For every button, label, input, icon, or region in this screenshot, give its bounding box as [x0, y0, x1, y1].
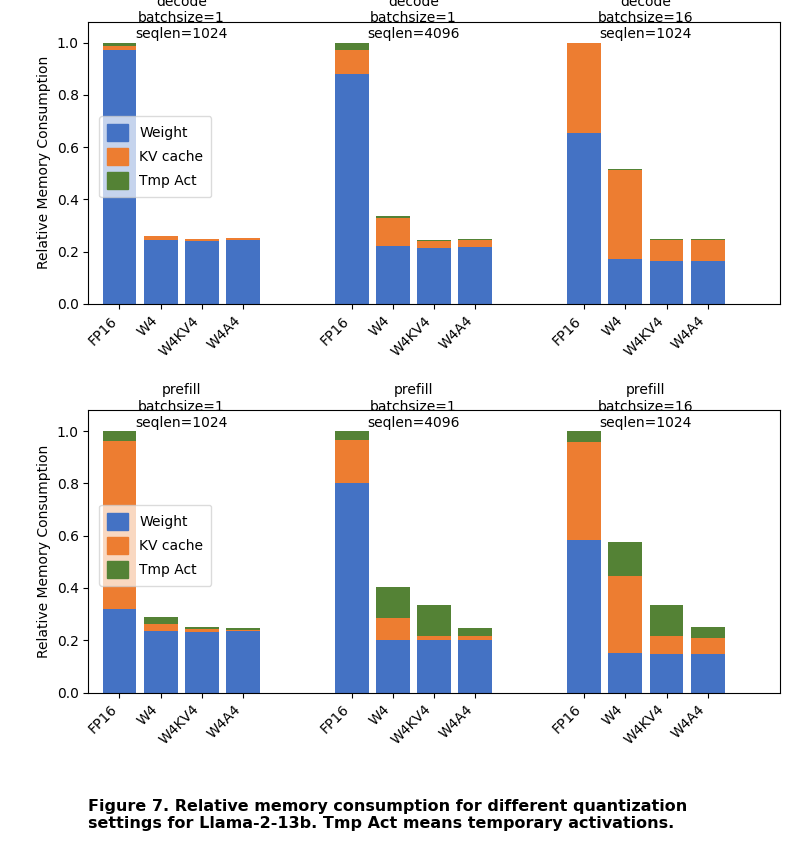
Bar	[376, 587, 410, 618]
Bar	[458, 240, 491, 247]
Bar	[103, 46, 137, 50]
Bar	[567, 431, 601, 442]
Bar	[103, 50, 137, 304]
Bar	[417, 636, 450, 640]
Bar	[417, 640, 450, 693]
Bar	[144, 617, 177, 624]
Bar	[458, 239, 491, 240]
Bar	[226, 630, 259, 631]
Bar	[226, 628, 259, 630]
Bar	[649, 636, 683, 654]
Bar	[103, 441, 137, 609]
Bar	[335, 42, 369, 50]
Text: decode
batchsize=16
seqlen=1024: decode batchsize=16 seqlen=1024	[597, 0, 693, 41]
Bar	[376, 216, 410, 218]
Bar	[103, 431, 137, 441]
Bar	[226, 631, 259, 693]
Y-axis label: Relative Memory Consumption: Relative Memory Consumption	[37, 56, 51, 270]
Text: decode
batchsize=1
seqlen=4096: decode batchsize=1 seqlen=4096	[367, 0, 459, 41]
Bar	[376, 618, 410, 640]
Text: prefill
batchsize=1
seqlen=1024: prefill batchsize=1 seqlen=1024	[135, 384, 227, 429]
Bar	[608, 653, 642, 693]
Bar	[144, 624, 177, 631]
Bar	[608, 576, 642, 653]
Bar	[417, 248, 450, 304]
Bar	[417, 240, 450, 241]
Y-axis label: Relative Memory Consumption: Relative Memory Consumption	[37, 445, 51, 658]
Bar	[690, 654, 724, 693]
Bar	[185, 239, 218, 241]
Bar	[226, 240, 259, 304]
Text: prefill
batchsize=1
seqlen=4096: prefill batchsize=1 seqlen=4096	[367, 384, 459, 429]
Bar	[690, 627, 724, 638]
Text: prefill
batchsize=16
seqlen=1024: prefill batchsize=16 seqlen=1024	[597, 384, 693, 429]
Bar	[567, 540, 601, 693]
Bar	[144, 631, 177, 693]
Bar	[226, 238, 259, 240]
Bar	[103, 42, 137, 46]
Bar	[649, 261, 683, 304]
Bar	[376, 246, 410, 304]
Bar	[185, 632, 218, 693]
Text: decode
batchsize=1
seqlen=1024: decode batchsize=1 seqlen=1024	[135, 0, 227, 41]
Bar	[567, 42, 601, 133]
Bar	[335, 483, 369, 693]
Bar	[690, 638, 724, 654]
Bar	[567, 442, 601, 540]
Bar	[335, 441, 369, 483]
Bar	[144, 236, 177, 240]
Bar	[458, 636, 491, 640]
Bar	[417, 606, 450, 636]
Bar	[185, 241, 218, 304]
Bar	[458, 640, 491, 693]
Bar	[185, 626, 218, 629]
Bar	[690, 261, 724, 304]
Bar	[458, 628, 491, 636]
Bar	[376, 640, 410, 693]
Bar	[608, 259, 642, 304]
Bar	[376, 218, 410, 246]
Text: Figure 7. Relative memory consumption for different quantization
settings for Ll: Figure 7. Relative memory consumption fo…	[88, 798, 687, 831]
Legend: Weight, KV cache, Tmp Act: Weight, KV cache, Tmp Act	[99, 505, 211, 586]
Bar	[567, 133, 601, 304]
Legend: Weight, KV cache, Tmp Act: Weight, KV cache, Tmp Act	[99, 116, 211, 198]
Bar	[417, 241, 450, 248]
Bar	[335, 50, 369, 74]
Bar	[690, 240, 724, 261]
Bar	[144, 240, 177, 304]
Bar	[335, 431, 369, 441]
Bar	[649, 240, 683, 261]
Bar	[185, 629, 218, 632]
Bar	[608, 170, 642, 259]
Bar	[458, 247, 491, 304]
Bar	[335, 74, 369, 304]
Bar	[608, 542, 642, 576]
Bar	[103, 609, 137, 693]
Bar	[649, 605, 683, 636]
Bar	[649, 654, 683, 693]
